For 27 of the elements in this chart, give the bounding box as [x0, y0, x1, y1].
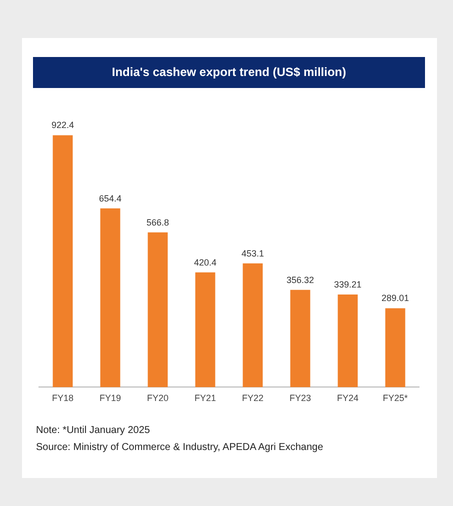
- x-tick-label: FY25*: [382, 393, 408, 404]
- bar: [290, 290, 310, 388]
- x-tick-label: FY19: [99, 393, 122, 404]
- bar: [195, 272, 216, 388]
- bar: [385, 308, 406, 388]
- text: Note: *Until January 2025: [36, 424, 151, 438]
- bar: [338, 294, 358, 388]
- source-note: Source: Ministry of Commerce & Industry, APEDA Agri Exchange: [36, 441, 324, 455]
- data-label: 420.4: [194, 257, 217, 268]
- data-label: 453.1: [241, 248, 264, 258]
- chart-title: India's cashew export trend (US$ million): [33, 57, 425, 88]
- x-tick-label: FY20: [146, 393, 169, 404]
- bar: [100, 208, 120, 388]
- data-label: 566.8: [146, 217, 170, 228]
- bar: [52, 135, 73, 388]
- bar: [148, 232, 168, 388]
- x-tick-label: FY18: [52, 393, 74, 404]
- data-label: 289.01: [381, 293, 410, 304]
- data-label: 356.32: [286, 274, 314, 285]
- data-label: 339.21: [334, 280, 362, 290]
- x-tick-label: FY21: [194, 393, 216, 404]
- x-tick-label: FY23: [289, 393, 312, 404]
- data-label: 654.4: [98, 193, 122, 204]
- x-tick-label: FY24: [336, 393, 359, 404]
- x-tick-label: FY22: [242, 393, 264, 404]
- bar: [242, 263, 263, 388]
- data-label: 922.4: [51, 120, 74, 130]
